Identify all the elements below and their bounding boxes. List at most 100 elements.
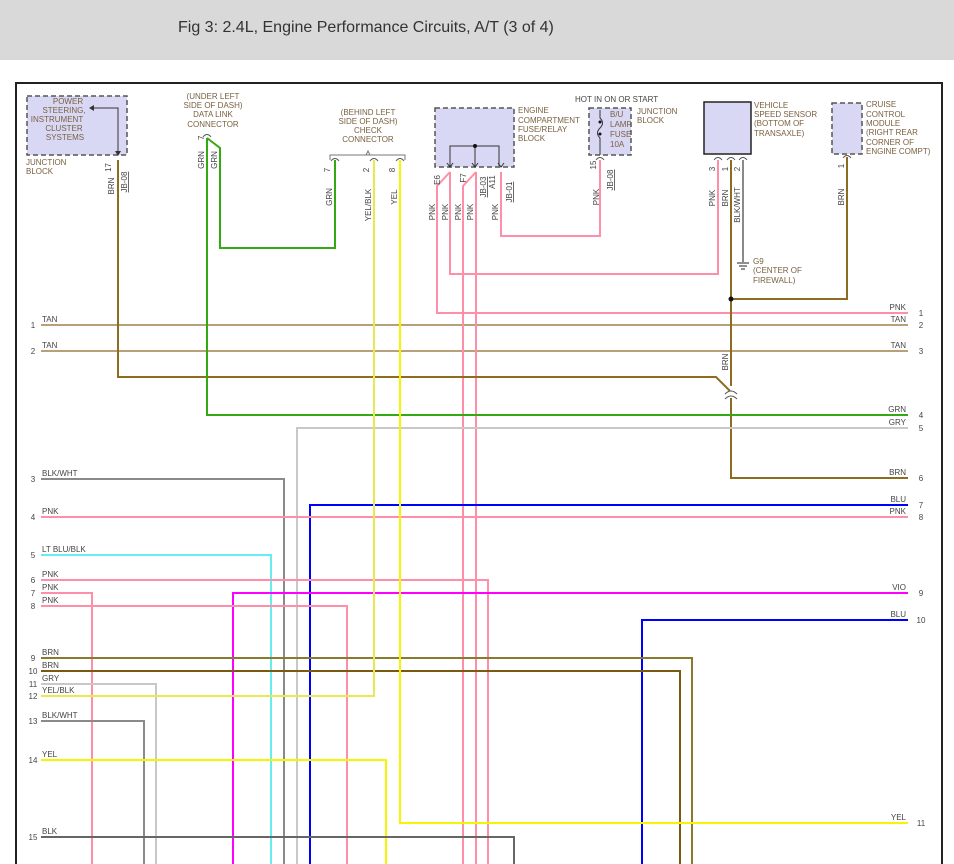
left-terminal-number: 6 (31, 576, 36, 585)
diagram-label: (CENTER OF (753, 266, 802, 275)
left-terminal-wire-label: YEL (42, 750, 58, 759)
diagram-label: G9 (753, 257, 764, 266)
wire-pnk-a11-fuse (500, 160, 601, 237)
diagram-label: 3 (708, 166, 717, 171)
right-terminal-number: 1 (919, 309, 924, 318)
diagram-label: FIREWALL) (753, 276, 796, 285)
left-terminal-wire-label: PNK (42, 583, 59, 592)
wire-left-10-brn (41, 670, 681, 864)
diagram-label: (BOTTOM OF (754, 119, 804, 128)
left-terminal-wire-label: PNK (42, 596, 59, 605)
diagram-border (15, 82, 943, 864)
diagram-label: FUSE/RELAY (518, 125, 568, 134)
right-terminal-number: 2 (919, 321, 924, 330)
diagram-label: MODULE (866, 119, 900, 128)
diagram-label: 17 (104, 162, 113, 171)
left-terminal-wire-label: LT BLU/BLK (42, 545, 86, 554)
vehicle-speed-sensor: VEHICLE SPEED SENSOR (BOTTOM OF TRANSAXL… (703, 101, 817, 223)
diagram-label: LAMP (610, 120, 632, 129)
diagram-label: PNK (441, 203, 450, 220)
wire-vio-right-9 (232, 592, 908, 864)
diagram-label: A11 (488, 175, 497, 189)
right-terminal-wire-label: BLU (890, 610, 906, 619)
diagram-label: PNK (466, 203, 475, 220)
left-terminal-number: 8 (31, 602, 36, 611)
wire-left-6-pnk (41, 579, 489, 864)
diagram-label: SIDE OF DASH) (338, 117, 397, 126)
diagram-label: PNK (428, 203, 437, 220)
diagram-label: B/U (610, 110, 624, 119)
diagram-label: BRN (837, 188, 846, 205)
diagram-label: 7 (197, 135, 206, 140)
right-terminal-number: 5 (919, 424, 924, 433)
diagram-label: CONTROL (866, 110, 906, 119)
diagram-label: INSTRUMENT (31, 115, 84, 124)
left-terminal-wire-label: BRN (42, 648, 59, 657)
wire-pnk-f7-a (462, 171, 477, 864)
diagram-label: 1 (721, 166, 730, 171)
right-terminal-number: 6 (919, 474, 924, 483)
wire-grn-right-4 (206, 138, 908, 416)
diagram-label: ENGINE (518, 106, 549, 115)
diagram-label: JUNCTION (26, 158, 67, 167)
data-link-connector: (UNDER LEFT SIDE OF DASH) DATA LINK CONN… (183, 92, 242, 169)
inline-connector-icon (724, 390, 738, 400)
wire-brn-right-6 (730, 398, 908, 479)
diagram-label: GRN (210, 151, 219, 169)
diagram-label: YEL (390, 189, 399, 205)
diagram-label: JB-01 (505, 181, 514, 202)
diagram-label: JB-03 (479, 176, 488, 197)
diagram-label: CONNECTOR (342, 135, 394, 144)
diagram-label: 8 (388, 167, 397, 172)
left-terminal-wire-label: BLK/WHT (42, 711, 78, 720)
left-terminal-wire-label: PNK (42, 507, 59, 516)
diagram-label: JB-08 (606, 169, 615, 190)
diagram-label: FUSE (610, 130, 631, 139)
power-steering-component: POWER STEERING, INSTRUMENT CLUSTER SYSTE… (26, 95, 129, 194)
diagram-label: BLOCK (637, 116, 665, 125)
diagram-label: JUNCTION (637, 107, 678, 116)
diagram-label: YEL/BLK (364, 188, 373, 221)
diagram-label: SPEED SENSOR (754, 110, 817, 119)
diagram-label: (BEHIND LEFT (341, 108, 396, 117)
ground-icon (737, 262, 749, 270)
left-terminal-wire-label: YEL/BLK (42, 686, 75, 695)
left-terminal-number: 10 (29, 667, 38, 676)
wire-pnk-e6-right-1 (436, 171, 908, 314)
diagram-label: CHECK (354, 126, 383, 135)
diagram-label: CRUISE (866, 100, 896, 109)
wire-blu-right-10 (641, 619, 908, 864)
left-terminal-wire-label: BLK (42, 827, 58, 836)
left-terminal-number: 13 (29, 717, 38, 726)
left-terminal-number: 1 (31, 321, 36, 330)
left-terminal-wire-label: TAN (42, 341, 58, 350)
diagram-label: 10A (610, 140, 625, 149)
diagram-label: 2 (362, 167, 371, 172)
left-terminal-wire-label: GRY (42, 674, 60, 683)
cruise-control-module: CRUISE CONTROL MODULE (RIGHT REAR CORNER… (831, 100, 931, 205)
wire-grn-check (206, 137, 336, 249)
wire-brn-cruise (731, 157, 848, 300)
left-terminal-number: 11 (29, 680, 38, 689)
diagram-label: GRN (197, 151, 206, 169)
right-terminals: 1 PNK 2 TAN 3 TAN 4 GRN 5 GRY 6 BRN 7 BLU 8 PNK 9 VIO 10 BL… (888, 303, 926, 828)
wire-left-15-blk (41, 836, 515, 864)
right-terminal-wire-label: PNK (890, 507, 907, 516)
left-terminal-wire-label: BRN (42, 661, 59, 670)
right-terminal-wire-label: TAN (891, 315, 907, 324)
diagram-label: SYSTEMS (46, 133, 84, 142)
right-terminal-number: 7 (919, 501, 924, 510)
splice-wire-label: BRN (721, 353, 730, 370)
diagram-label: GRN (325, 188, 334, 206)
wire-left-7-pnk (41, 592, 93, 864)
left-terminal-number: 12 (29, 692, 38, 701)
diagram-label: BLK/WHT (733, 187, 742, 223)
diagram-label: 2 (733, 166, 742, 171)
diagram-label: (UNDER LEFT (187, 92, 240, 101)
wire-pnk-e6-vss (449, 160, 719, 275)
left-terminal-number: 5 (31, 551, 36, 560)
wire-left-9-brn (41, 657, 693, 864)
diagram-label: HOT IN ON OR START (575, 95, 658, 104)
diagram-label: SIDE OF DASH) (183, 101, 242, 110)
diagram-label: PNK (708, 189, 717, 206)
